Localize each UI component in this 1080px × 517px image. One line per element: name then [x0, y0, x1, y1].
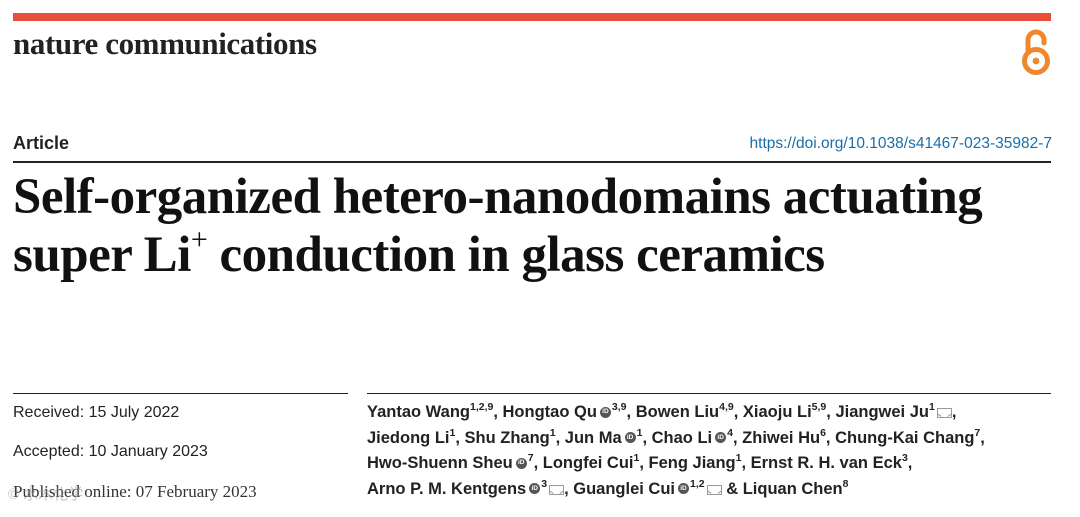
author-separator: , — [642, 428, 652, 447]
author-line: Jiedong Li1, Shu Zhang1, Jun Ma1, Chao L… — [367, 426, 1057, 452]
email-icon[interactable] — [549, 484, 565, 495]
author-name[interactable]: Feng Jiang — [648, 454, 736, 472]
received-date: Received: 15 July 2022 — [13, 404, 180, 421]
author-separator: , — [741, 454, 751, 472]
watermark: © 水木化学 — [8, 486, 84, 503]
author-name[interactable]: Liquan Chen — [742, 479, 843, 498]
affiliation-superscript: 5,9 — [811, 401, 827, 413]
title-superscript: + — [190, 223, 208, 256]
affiliation-superscript: 1 — [735, 452, 742, 464]
author-name[interactable]: Xiaoju Li — [742, 403, 812, 421]
author-name[interactable]: Chung-Kai Chang — [835, 428, 975, 447]
author-name[interactable]: Jiangwei Ju — [835, 403, 929, 421]
author-separator: , — [732, 428, 743, 447]
author-name[interactable]: Shu Zhang — [464, 428, 550, 447]
author-name[interactable]: Zhiwei Hu — [742, 428, 821, 447]
author-name[interactable]: Guanglei Cui — [573, 479, 675, 498]
affiliation-superscript: 3,9 — [611, 401, 627, 413]
author-list: Yantao Wang1,2,9, Hongtao Qu 3,9, Bowen L… — [367, 400, 1057, 502]
affiliation-superscript: 3 — [541, 477, 548, 490]
author-name[interactable]: Longfei Cui — [542, 454, 634, 472]
orcid-icon[interactable] — [678, 483, 689, 494]
author-separator: , — [533, 454, 543, 472]
author-name[interactable]: Yantao Wang — [367, 403, 470, 421]
affiliation-superscript: 1 — [636, 426, 643, 439]
author-separator: , — [564, 479, 574, 498]
author-separator: , — [455, 428, 465, 447]
author-name[interactable]: Ernst R. H. van Eck — [750, 454, 902, 472]
affiliation-superscript: 8 — [842, 477, 849, 490]
author-line: Yantao Wang1,2,9, Hongtao Qu 3,9, Bowen L… — [367, 400, 1057, 426]
dates-divider — [13, 393, 348, 394]
author-separator: , — [907, 454, 913, 472]
affiliation-superscript: 1 — [928, 401, 935, 413]
authors-divider — [367, 393, 1051, 394]
author-separator: , — [493, 403, 503, 421]
author-separator: , — [951, 403, 957, 421]
author-name[interactable]: Bowen Liu — [635, 403, 720, 421]
affiliation-superscript: 1 — [449, 426, 456, 439]
author-name[interactable]: Hwo-Shuenn Sheu — [367, 454, 513, 472]
author-separator: , — [555, 428, 565, 447]
affiliation-superscript: 7 — [974, 426, 981, 439]
author-line: Arno P. M. Kentgens3, Guanglei Cui1,2 & … — [367, 477, 1057, 503]
affiliation-superscript: 1,2,9 — [469, 401, 494, 413]
affiliation-superscript: 1 — [549, 426, 556, 439]
author-line: Hwo-Shuenn Sheu7, Longfei Cui1, Feng Jia… — [367, 451, 1057, 477]
affiliation-superscript: 4 — [727, 426, 733, 439]
orcid-icon[interactable] — [715, 432, 727, 443]
title-text-part1: Self-organized hetero-nanodomains actuat… — [13, 169, 983, 283]
author-separator: , — [626, 403, 636, 421]
orcid-icon[interactable] — [624, 432, 636, 443]
email-icon[interactable] — [706, 484, 722, 495]
author-separator: , — [980, 428, 985, 447]
author-separator: , — [825, 428, 836, 447]
author-name[interactable]: Hongtao Qu — [502, 403, 597, 421]
affiliation-superscript: 7 — [527, 452, 534, 464]
open-access-lock-icon — [1022, 29, 1050, 75]
published-date: Published online: 07 February 2023 — [13, 482, 257, 501]
journal-name[interactable]: nature communications — [13, 26, 317, 61]
article-type: Article — [13, 133, 70, 153]
author-name[interactable]: Arno P. M. Kentgens — [367, 479, 527, 498]
doi-link[interactable]: https://doi.org/10.1038/s41467-023-35982… — [749, 135, 1052, 152]
title-divider — [13, 161, 1051, 163]
accepted-date: Accepted: 10 January 2023 — [13, 443, 208, 460]
accent-bar — [13, 13, 1051, 21]
email-icon[interactable] — [936, 408, 952, 418]
affiliation-superscript: 6 — [820, 426, 826, 439]
orcid-icon[interactable] — [529, 483, 541, 494]
author-separator: & — [721, 479, 743, 498]
author-name[interactable]: Jun Ma — [564, 428, 622, 447]
author-separator: , — [733, 403, 743, 421]
author-name[interactable]: Jiedong Li — [367, 428, 450, 447]
orcid-icon[interactable] — [599, 406, 611, 418]
affiliation-superscript: 1 — [633, 452, 640, 464]
affiliation-superscript: 4,9 — [719, 401, 734, 413]
affiliation-superscript: 1,2 — [690, 477, 705, 490]
author-name[interactable]: Chao Li — [651, 428, 713, 447]
author-separator: , — [826, 403, 836, 421]
affiliation-superscript: 3 — [901, 452, 908, 464]
article-title: Self-organized hetero-nanodomains actuat… — [13, 168, 1053, 284]
orcid-icon[interactable] — [515, 457, 527, 469]
author-separator: , — [639, 454, 649, 472]
title-text-part2: conduction in glass ceramics — [207, 227, 826, 283]
